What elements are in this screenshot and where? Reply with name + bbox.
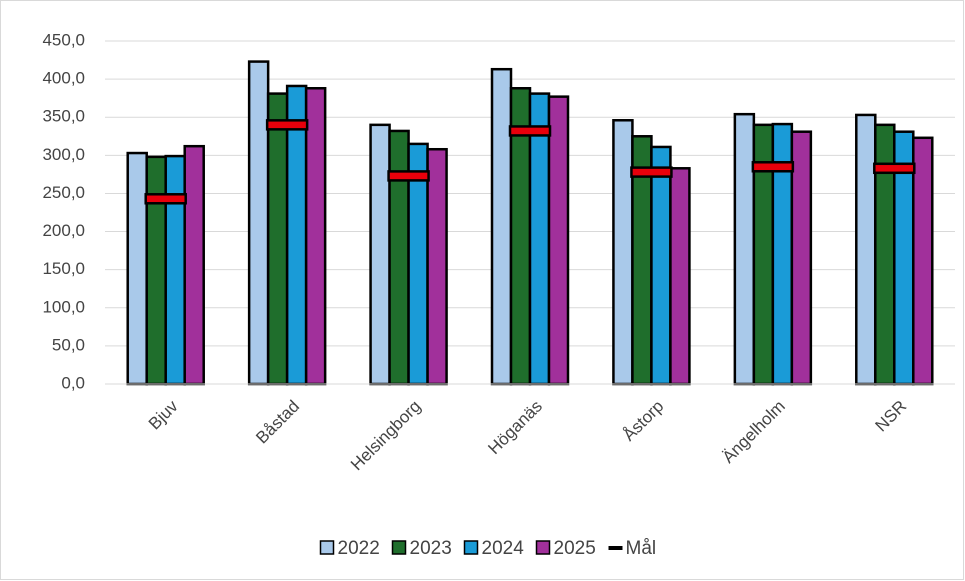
legend-label: 2022 [338,538,380,559]
y-tick-label: 0,0 [61,373,85,392]
target-marker [387,170,430,182]
bar [247,60,270,386]
legend-label: 2024 [482,538,525,559]
bar [669,167,691,386]
bar [547,95,570,386]
target-marker [508,125,552,137]
bar [790,130,813,386]
y-tick-label: 100,0 [42,297,85,316]
y-tick-label: 150,0 [42,259,85,278]
bar [126,151,148,386]
bar [266,92,289,386]
y-tick-label: 300,0 [42,145,85,164]
bar [285,84,308,386]
bar [369,123,391,386]
y-tick-label: 400,0 [42,69,85,88]
legend-label: 2025 [554,538,596,559]
target-marker [873,162,916,175]
y-tick-label: 50,0 [52,335,85,354]
bar [490,67,513,386]
target-marker [144,193,187,205]
bar [855,113,877,386]
legend-swatch [535,540,551,555]
bar [650,145,672,386]
target-marker [630,166,673,178]
legend-label: Mål [626,538,657,559]
bar [426,147,448,386]
legend-swatch [319,540,335,555]
bar [304,87,327,386]
bar [733,112,756,386]
bar [912,136,934,386]
bar [164,154,186,386]
target-marker [265,119,309,131]
y-tick-label: 250,0 [42,183,85,202]
y-tick-label: 200,0 [42,221,85,240]
bar [388,129,410,386]
legend-swatch [391,540,407,555]
bar [183,144,205,386]
y-tick-label: 450,0 [42,30,85,49]
bar [145,155,167,386]
y-tick-label: 350,0 [42,107,85,126]
bar [612,119,634,386]
target-marker [751,161,795,173]
bar [528,92,551,386]
legend-label: 2023 [410,538,452,559]
legend-swatch [463,540,479,555]
